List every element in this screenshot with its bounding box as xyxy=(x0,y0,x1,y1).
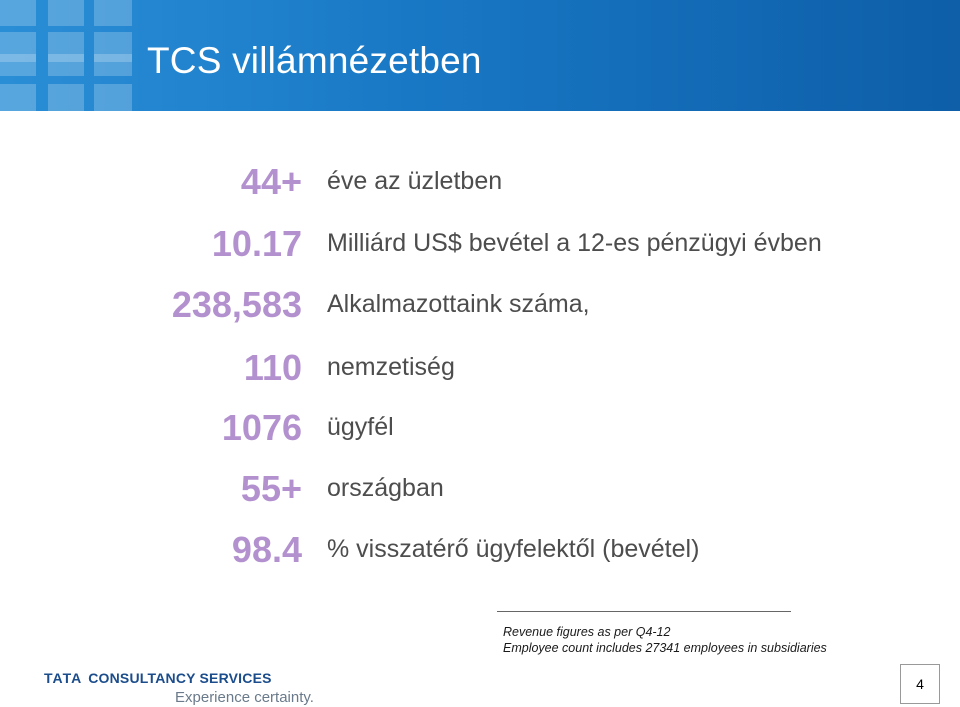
stat-label: nemzetiség xyxy=(327,353,455,381)
stat-value: 98.4 xyxy=(231,529,302,570)
stat-label: éve az üzletben xyxy=(327,167,503,195)
stat-row: 98.4 % visszatérő ügyfelektől (bevétel) xyxy=(0,529,960,579)
tile-pattern xyxy=(0,0,140,111)
stat-value: 238,583 xyxy=(171,284,302,325)
logo-brand: TATA xyxy=(44,670,83,686)
stat-label: Milliárd US$ bevétel a 12-es pénzügyi év… xyxy=(327,229,822,257)
stat-value: 44+ xyxy=(240,161,302,202)
footnote-employees: Employee count includes 27341 employees … xyxy=(503,641,827,655)
company-logo: TATA CONSULTANCY SERVICES Experience cert… xyxy=(44,670,314,706)
stat-value: 55+ xyxy=(240,468,302,509)
stat-row: 10.17 Milliárd US$ bevétel a 12-es pénzü… xyxy=(0,223,960,273)
slide-header: TCS villámnézetben xyxy=(0,0,960,111)
page-number: 4 xyxy=(900,664,940,704)
stat-row: 110 nemzetiség xyxy=(0,347,960,397)
stat-value: 110 xyxy=(243,347,302,388)
stat-label: % visszatérő ügyfelektől (bevétel) xyxy=(327,535,700,563)
stat-row: 55+ országban xyxy=(0,468,960,518)
stat-row: 238,583 Alkalmazottaink száma, xyxy=(0,284,960,334)
stat-value: 1076 xyxy=(221,407,302,448)
stat-label: Alkalmazottaink száma, xyxy=(327,290,590,318)
slide-title: TCS villámnézetben xyxy=(147,40,482,81)
stat-value: 10.17 xyxy=(211,223,302,264)
stat-row: 1076 ügyfél xyxy=(0,407,960,457)
logo-company-name: CONSULTANCY SERVICES xyxy=(88,670,272,686)
logo-tagline: Experience certainty. xyxy=(175,689,314,706)
footnote-revenue: Revenue figures as per Q4-12 xyxy=(503,625,671,639)
footnote-divider xyxy=(497,611,791,612)
stat-label: országban xyxy=(327,474,444,502)
stat-row: 44+ éve az üzletben xyxy=(0,161,960,211)
stat-label: ügyfél xyxy=(327,413,394,441)
